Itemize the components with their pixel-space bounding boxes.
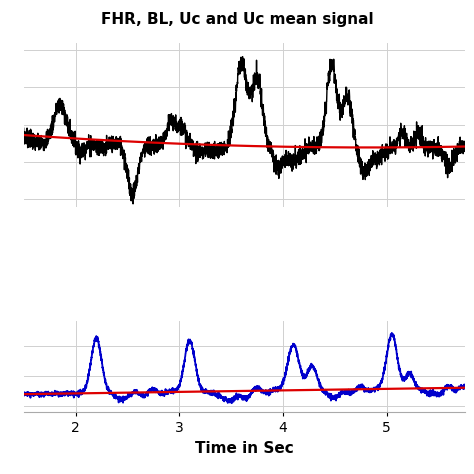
Text: FHR, BL, Uc and Uc mean signal: FHR, BL, Uc and Uc mean signal	[100, 12, 374, 27]
X-axis label: Time in Sec: Time in Sec	[195, 441, 293, 456]
